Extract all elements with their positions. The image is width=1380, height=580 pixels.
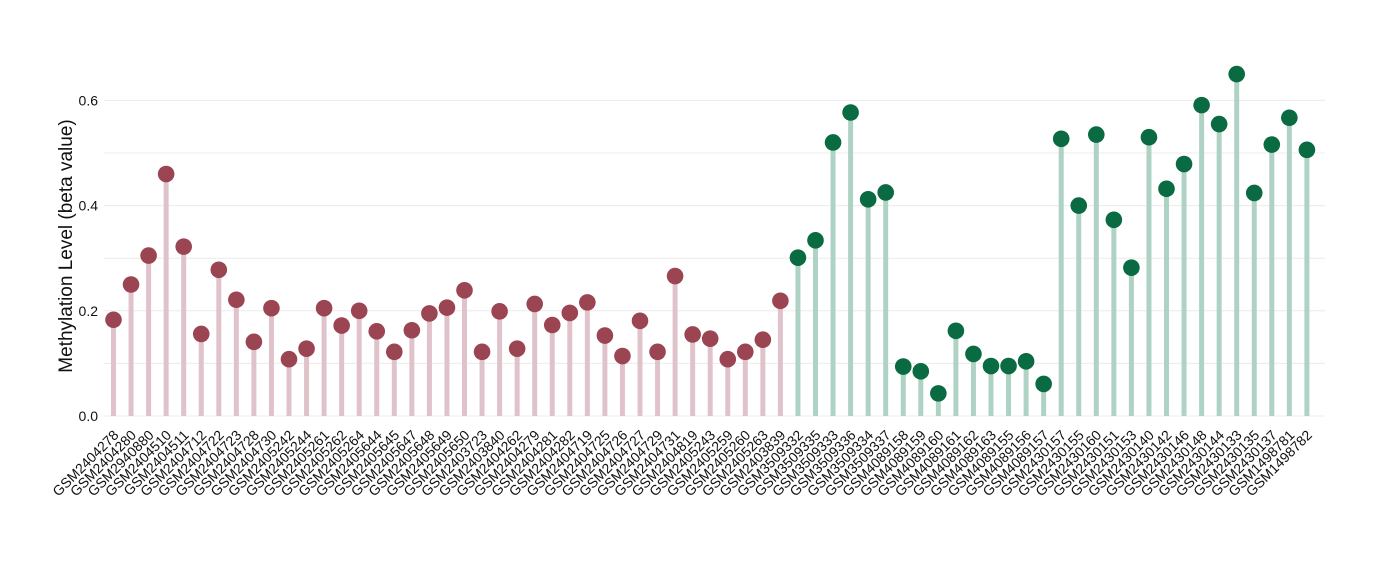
lollipop-point <box>333 317 350 334</box>
lollipop-point <box>122 276 140 293</box>
lollipop-point <box>965 345 982 363</box>
lollipop-point <box>508 340 526 357</box>
lollipop-point <box>824 134 842 151</box>
lollipop-point <box>1298 141 1316 159</box>
lollipop-point <box>1088 126 1105 143</box>
lollipop-point <box>842 104 859 121</box>
lollipop-point <box>947 322 965 340</box>
lollipop-point <box>877 184 894 201</box>
lollipop-point <box>543 316 561 334</box>
lollipop-point <box>175 238 192 255</box>
lollipop-point <box>614 347 631 365</box>
lollipop-point <box>930 385 947 402</box>
lollipop-point <box>701 330 719 347</box>
lollipop-point <box>719 350 737 368</box>
lollipop-point <box>666 267 684 285</box>
lollipop-point <box>1210 115 1228 133</box>
lollipop-point <box>350 302 368 320</box>
lollipop-point <box>1193 96 1210 114</box>
lollipop-points <box>105 65 1316 402</box>
lollipop-point <box>157 165 175 183</box>
lollipop-point <box>1175 155 1193 173</box>
lollipop-point <box>403 321 421 339</box>
lollipop-point <box>1263 136 1281 153</box>
lollipop-point <box>421 305 438 322</box>
lollipop-point <box>526 295 543 313</box>
lollipop-point <box>298 340 315 357</box>
lollipop-point <box>438 299 456 316</box>
lollipop-point <box>789 249 807 266</box>
y-tick-label: 0.2 <box>79 303 99 319</box>
lollipop-point <box>473 343 491 361</box>
lollipop-point <box>1281 109 1298 127</box>
lollipop-point <box>912 362 930 380</box>
lollipop-point <box>1228 65 1245 83</box>
lollipop-point <box>807 232 824 249</box>
lollipop-point <box>456 281 473 299</box>
lollipop-point <box>1105 211 1123 229</box>
lollipop-point <box>386 343 403 361</box>
lollipop-point <box>754 331 772 349</box>
lollipop-point <box>561 304 579 322</box>
lollipop-point <box>210 261 228 279</box>
lollipop-point <box>105 311 122 329</box>
lollipop-point <box>596 327 614 344</box>
lollipop-point <box>982 357 1000 375</box>
lollipop-point <box>649 343 666 361</box>
lollipop-point <box>894 358 912 375</box>
lollipop-point <box>245 333 263 351</box>
y-axis-title: Methylation Level (beta value) <box>56 119 77 372</box>
lollipop-point <box>192 325 210 343</box>
lollipop-point <box>684 326 701 343</box>
lollipop-point <box>280 350 298 368</box>
lollipop-point <box>1000 357 1017 375</box>
lollipop-point <box>631 312 649 330</box>
lollipop-point <box>140 247 157 264</box>
lollipop-point <box>1052 130 1070 148</box>
lollipop-point <box>1158 180 1175 198</box>
lollipop-point <box>491 303 508 320</box>
lollipop-point <box>1070 197 1088 214</box>
y-axis-ticks: 0.0 0.2 0.4 0.6 <box>79 92 99 424</box>
y-tick-label: 0.0 <box>79 408 99 424</box>
lollipop-point <box>368 323 386 340</box>
y-tick-label: 0.6 <box>79 92 99 108</box>
lollipop-point <box>579 294 596 311</box>
lollipop-point <box>228 291 245 309</box>
lollipop-point <box>1245 184 1263 202</box>
lollipop-point <box>263 299 280 317</box>
lollipop-point <box>859 190 877 208</box>
lollipop-point <box>737 343 754 361</box>
lollipop-stems <box>111 74 1310 416</box>
lollipop-point <box>1123 259 1140 276</box>
lollipop-point <box>1140 128 1158 146</box>
x-axis-labels: GSM2404278GSM2404280GSM2940880GSM2404510… <box>49 427 1315 500</box>
lollipop-point <box>1035 375 1052 393</box>
lollipop-point <box>1017 352 1035 370</box>
y-tick-label: 0.4 <box>79 198 99 214</box>
lollipop-point <box>772 292 789 310</box>
lollipop-point <box>315 299 333 317</box>
